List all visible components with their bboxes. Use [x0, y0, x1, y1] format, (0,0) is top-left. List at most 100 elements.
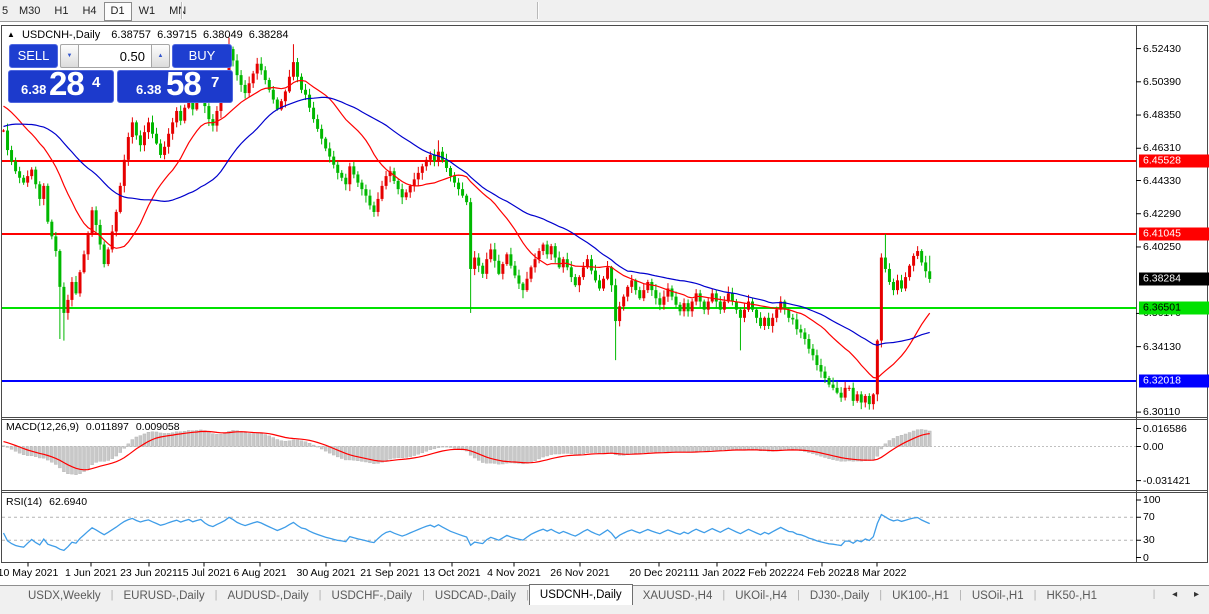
- price-axis-tick: 6.52430: [1143, 42, 1181, 55]
- timeframe-button-mn[interactable]: MN: [169, 5, 187, 17]
- rsi-axis-tick: 30: [1143, 534, 1155, 547]
- price-axis-tick: 6.48350: [1143, 109, 1181, 122]
- toolbar-separator: [537, 2, 539, 19]
- tab-separator: |: [214, 589, 218, 601]
- tab-separator: |: [110, 589, 114, 601]
- tab-scroll-right-button[interactable]: ▸: [1193, 589, 1199, 600]
- timeframe-button-m30[interactable]: M30: [19, 5, 41, 17]
- date-axis-label: 15 Jul 2021: [176, 567, 232, 579]
- rsi-axis-tick: 100: [1143, 494, 1161, 506]
- price-axis-tick: 6.40250: [1143, 240, 1181, 253]
- tab-bar-separator: |: [1152, 589, 1156, 600]
- timeframe-button-h4[interactable]: H4: [82, 5, 97, 17]
- timeframe-toolbar: 5 M30 H1 H4 D1 W1 MN: [0, 0, 1209, 22]
- rsi-axis-tick: 0: [1143, 551, 1149, 564]
- tab-scroll-arrows: | ◂ ▸: [1143, 589, 1199, 600]
- symbol-tab-ukoil-h4[interactable]: UKOil-,H4: [735, 590, 787, 602]
- volume-increase-button[interactable]: ▲: [151, 44, 170, 68]
- sell-price-prefix: 6.38: [21, 82, 47, 97]
- date-axis-label: 2 Feb 2022: [739, 567, 793, 579]
- macd-axis-tick: -0.031421: [1143, 474, 1191, 487]
- timeframe-button-w1[interactable]: W1: [138, 5, 156, 17]
- symbol-tab-hk50-h1[interactable]: HK50-,H1: [1046, 590, 1098, 602]
- volume-decrease-button[interactable]: ▼: [60, 44, 79, 68]
- tab-separator: |: [722, 589, 726, 601]
- rsi-axis-tick: 70: [1143, 511, 1155, 524]
- tab-separator: |: [879, 589, 883, 601]
- date-axis-label: 24 Feb 2022: [792, 567, 852, 579]
- symbol-tab-audusd-daily[interactable]: AUDUSD-,Daily: [227, 590, 309, 602]
- price-axis-tick: 6.30110: [1143, 406, 1181, 419]
- date-axis-label: 10 May 2021: [0, 567, 59, 579]
- price-axis-tick: 6.42290: [1143, 207, 1181, 220]
- date-axis-label: 20 Dec 2021: [629, 567, 689, 579]
- one-click-trading-panel: SELL ▼ ▲ BUY 6.38 28 4 6.38 58 7: [8, 44, 233, 103]
- sell-price-big: 28: [49, 65, 85, 102]
- ohlc-open: 6.38757: [111, 29, 152, 41]
- price-level-badge: 6.32018: [1139, 374, 1209, 388]
- volume-input[interactable]: [79, 44, 151, 68]
- chart-title: ▲ USDCNH-,Daily 6.38757 6.39715 6.38049 …: [7, 29, 292, 41]
- buy-price-prefix: 6.38: [136, 82, 162, 97]
- date-axis-label: 30 Aug 2021: [296, 567, 356, 579]
- rsi-value: 62.6940: [49, 496, 88, 508]
- date-axis-label: 18 Mar 2022: [847, 567, 907, 579]
- timeframe-button-h1[interactable]: H1: [54, 5, 69, 17]
- date-axis-label: 26 Nov 2021: [550, 567, 610, 579]
- date-axis-label: 13 Oct 2021: [423, 567, 481, 579]
- date-axis-label: 4 Nov 2021: [487, 567, 541, 579]
- buy-price-big: 58: [166, 65, 202, 102]
- date-axis-label: 11 Jan 2022: [688, 567, 746, 579]
- macd-axis-tick: 0.00: [1143, 440, 1164, 453]
- rsi-name: RSI(14): [6, 496, 43, 508]
- ohlc-high: 6.39715: [157, 29, 197, 41]
- date-axis-label: 1 Jun 2021: [65, 567, 117, 579]
- price-axis-tick: 6.46310: [1143, 142, 1181, 155]
- sell-button[interactable]: SELL: [9, 44, 58, 68]
- timeframe-button-5[interactable]: 5: [2, 5, 9, 17]
- symbol-tab-usdx-weekly[interactable]: USDX,Weekly: [28, 590, 101, 602]
- macd-value: 0.011897: [85, 421, 129, 433]
- macd-signal-value: 0.009058: [135, 421, 180, 433]
- collapse-triangle-icon[interactable]: ▲: [7, 30, 15, 39]
- date-axis-label: 23 Jun 2021: [120, 567, 178, 579]
- sell-price-display[interactable]: 6.38 28 4: [8, 65, 114, 103]
- symbol-tab-bar: USDX,Weekly | EURUSD-,Daily | AUDUSD-,Daily |…: [0, 584, 1209, 614]
- symbol-tab-usdcad-daily[interactable]: USDCAD-,Daily: [434, 590, 517, 602]
- price-axis-tick: 6.44330: [1143, 174, 1181, 187]
- tab-separator: |: [318, 589, 322, 601]
- symbol-tab-usdchf-daily[interactable]: USDCHF-,Daily: [331, 590, 413, 602]
- date-axis-label: 21 Sep 2021: [360, 567, 420, 579]
- ohlc-close: 6.38284: [248, 29, 289, 41]
- rsi-label: RSI(14) 62.6940: [6, 496, 91, 508]
- tab-separator: |: [422, 589, 425, 601]
- tab-separator: |: [526, 589, 529, 601]
- symbol-tab-xauusd-h4[interactable]: XAUUSD-,H4: [642, 590, 713, 602]
- symbol-tab-usoil-h1[interactable]: USOil-,H1: [971, 590, 1024, 602]
- toolbar-separator: [181, 2, 183, 19]
- price-axis-tick: 6.50390: [1143, 75, 1181, 88]
- symbol-label: USDCNH-,Daily: [21, 29, 101, 41]
- macd-axis-tick: 0.016586: [1143, 422, 1187, 435]
- symbol-tab-dj30-daily[interactable]: DJ30-,Daily: [809, 590, 870, 602]
- ohlc-low: 6.38049: [202, 29, 243, 41]
- tab-separator: |: [959, 589, 962, 601]
- timeframe-button-d1[interactable]: D1: [103, 2, 132, 21]
- symbol-tab-usdcnh-daily[interactable]: USDCNH-,Daily: [528, 584, 633, 605]
- buy-price-pip: 7: [211, 74, 220, 91]
- volume-spinner: ▼ ▲: [60, 44, 170, 68]
- price-level-badge: 6.45528: [1139, 154, 1209, 168]
- tab-scroll-left-button[interactable]: ◂: [1172, 589, 1178, 600]
- tab-separator: |: [796, 589, 800, 601]
- price-level-badge: 6.41045: [1139, 227, 1209, 241]
- macd-name: MACD(12,26,9): [6, 421, 79, 433]
- buy-button[interactable]: BUY: [172, 44, 232, 68]
- symbol-tab-uk100-h1[interactable]: UK100-,H1: [892, 590, 950, 602]
- price-level-badge: 6.36501: [1139, 301, 1209, 315]
- symbol-tab-eurusd-daily[interactable]: EURUSD-,Daily: [123, 590, 205, 602]
- buy-price-display[interactable]: 6.38 58 7: [117, 65, 233, 103]
- date-axis-label: 6 Aug 2021: [233, 567, 287, 579]
- sell-price-pip: 4: [92, 74, 101, 91]
